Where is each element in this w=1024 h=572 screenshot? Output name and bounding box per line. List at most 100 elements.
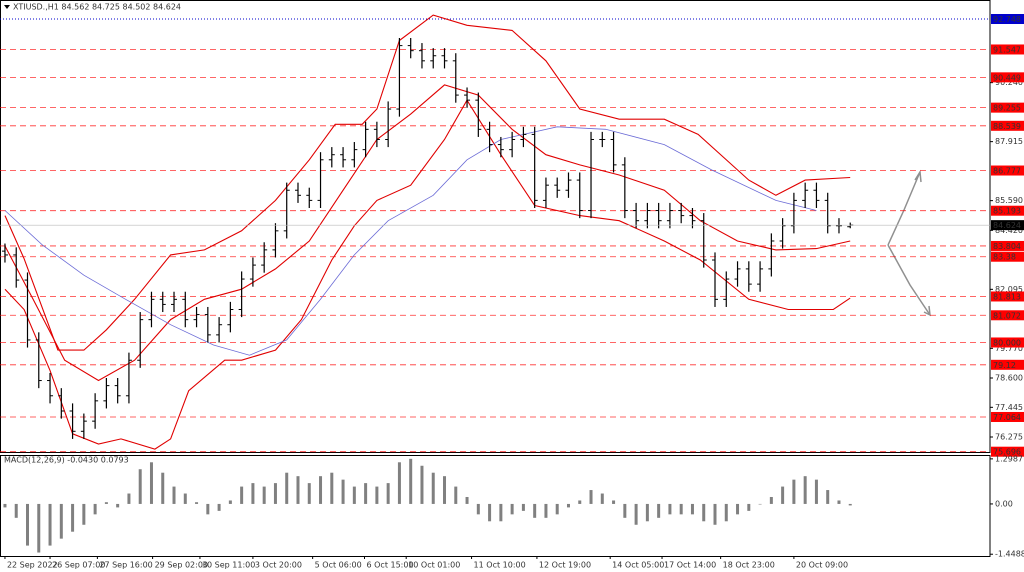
- macd-bar: [285, 472, 289, 504]
- macd-bar: [578, 500, 582, 504]
- y-tick-label: 1.2987: [995, 454, 1023, 463]
- macd-bar: [555, 503, 559, 515]
- macd-bar: [781, 486, 785, 504]
- x-tick-label: 6 Oct 15:00: [366, 561, 413, 570]
- macd-bar: [612, 500, 616, 504]
- macd-bar: [668, 503, 672, 515]
- macd-bar: [803, 476, 807, 504]
- level-label: 81.072: [993, 311, 1021, 320]
- macd-frame: [0, 455, 991, 557]
- level-label-bg: [991, 310, 1024, 321]
- x-tick-label: 27 Sep 16:00: [99, 561, 152, 570]
- macd-bar: [319, 476, 323, 504]
- macd-bar: [837, 500, 841, 504]
- macd-bar: [690, 503, 694, 515]
- macd-bar: [307, 483, 311, 504]
- level-label-bg: [991, 446, 1024, 457]
- y-tick-label: 87.915: [995, 137, 1023, 146]
- level-label-bg: [991, 165, 1024, 176]
- macd-bar: [713, 503, 717, 525]
- x-tick-label: 18 Oct 23:00: [723, 561, 775, 570]
- macd-bar: [566, 503, 570, 508]
- x-tick-label: 5 Oct 06:00: [315, 561, 362, 570]
- macd-bar: [679, 503, 683, 515]
- x-tick-label: 3 Oct 20:00: [255, 561, 302, 570]
- y-tick-label: 79.770: [995, 344, 1023, 353]
- macd-bar: [420, 465, 424, 504]
- level-label: 90.449: [993, 73, 1021, 82]
- macd-bar: [645, 503, 649, 522]
- macd-bar: [769, 496, 773, 504]
- macd-bar: [195, 502, 199, 504]
- x-tick-label: 12 Oct 19:00: [539, 561, 591, 570]
- arrow-up: [887, 171, 921, 246]
- level-label: 85.193: [993, 207, 1021, 216]
- overlay-line: [4, 84, 851, 382]
- macd-bar: [364, 483, 368, 504]
- macd-bar: [251, 483, 255, 504]
- macd-bar: [397, 462, 401, 504]
- y-tick-label: 84.420: [995, 226, 1023, 235]
- level-label-bg: [991, 337, 1024, 348]
- x-tick-label: 14 Oct 05:00: [612, 561, 664, 570]
- macd-bar: [792, 479, 796, 504]
- macd-bar: [172, 486, 176, 504]
- y-tick-label: 90.240: [995, 78, 1023, 87]
- level-label-bg: [991, 102, 1024, 113]
- macd-title: MACD(12,26,9) -0.0430 0.0793: [4, 456, 129, 465]
- level-label: 88.539: [993, 122, 1021, 131]
- macd-bar: [533, 503, 537, 518]
- macd-bar: [623, 503, 627, 518]
- macd-bar: [48, 503, 52, 546]
- level-label: 83.38: [993, 253, 1016, 262]
- macd-bar: [736, 503, 740, 515]
- y-tick-label: 82.095: [995, 285, 1023, 294]
- level-label: 86.777: [993, 167, 1021, 176]
- macd-bar: [273, 483, 277, 504]
- macd-bar: [3, 503, 7, 508]
- macd-bar: [521, 503, 525, 511]
- y-tick-label: 78.600: [995, 374, 1023, 383]
- macd-bar: [826, 490, 830, 504]
- overlay-line: [4, 99, 851, 450]
- level-label-bg: [991, 44, 1024, 55]
- macd-bar: [228, 500, 232, 504]
- current-price-label: 84.624: [993, 221, 1021, 230]
- current-price-label-bg: [991, 220, 1024, 231]
- x-tick-label: 20 Oct 09:00: [796, 561, 848, 570]
- y-tick-label: 0.00: [995, 499, 1013, 508]
- macd-bar: [544, 503, 548, 518]
- level-label: 77.064: [993, 413, 1021, 422]
- macd-bar: [848, 503, 852, 506]
- macd-bar: [82, 503, 86, 525]
- macd-bar: [149, 462, 153, 504]
- macd-bar: [183, 493, 187, 504]
- macd-bar: [724, 503, 728, 522]
- macd-bar: [702, 503, 706, 522]
- level-label: 89.255: [993, 104, 1021, 113]
- macd-bar: [657, 503, 661, 518]
- y-tick-label: 76.275: [995, 433, 1023, 442]
- macd-bar: [431, 472, 435, 504]
- macd-bar: [488, 503, 492, 522]
- macd-bar: [476, 503, 480, 515]
- macd-bar: [465, 496, 469, 504]
- macd-bar: [71, 503, 75, 532]
- level-label-bg: [991, 120, 1024, 131]
- macd-bar: [127, 493, 131, 504]
- x-tick-label: 11 Oct 10:00: [474, 561, 526, 570]
- x-tick-label: 26 Sep 07:00: [52, 561, 105, 570]
- macd-bar: [161, 472, 165, 504]
- macd-bar: [454, 486, 458, 504]
- macd-bar: [386, 483, 390, 504]
- level-label: 80.000: [993, 338, 1021, 347]
- level-label-bg: [991, 72, 1024, 83]
- level-label-bg: [991, 240, 1024, 251]
- symbol-toggle[interactable]: [4, 5, 10, 9]
- macd-bar: [758, 503, 762, 505]
- macd-bar: [138, 469, 142, 504]
- macd-bar: [814, 479, 818, 504]
